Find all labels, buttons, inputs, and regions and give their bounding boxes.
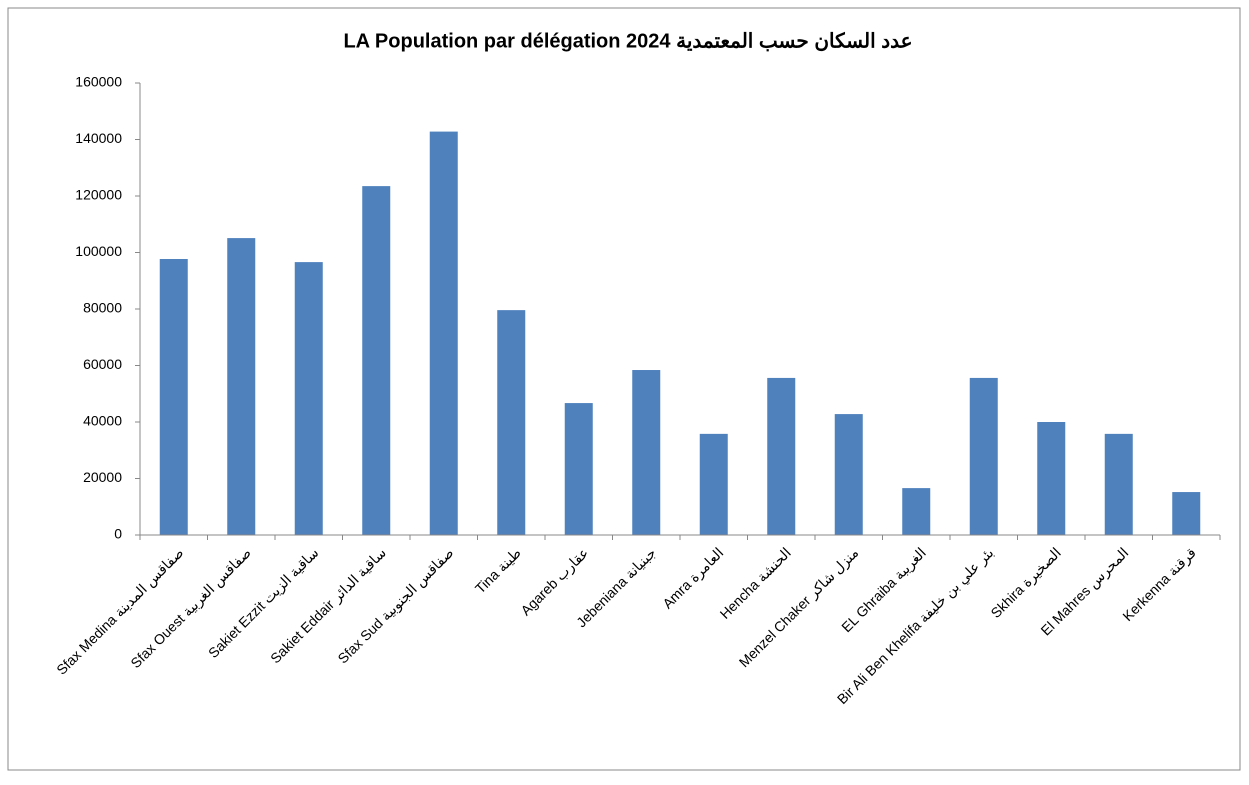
bar <box>362 186 391 536</box>
y-tick-label: 0 <box>114 526 122 542</box>
bar <box>632 370 661 535</box>
bar <box>1037 422 1066 535</box>
bar <box>294 262 323 535</box>
y-tick-label: 100000 <box>75 243 122 259</box>
bar <box>227 238 256 535</box>
y-tick-label: 60000 <box>83 356 122 372</box>
y-tick-label: 40000 <box>83 413 122 429</box>
y-tick-label: 20000 <box>83 469 122 485</box>
bar <box>699 433 728 535</box>
bar <box>429 131 458 535</box>
y-tick-label: 140000 <box>75 130 122 146</box>
bar <box>564 403 593 535</box>
bar <box>902 488 931 535</box>
bar <box>1104 433 1133 535</box>
chart-title: LA Population par délégation 2024 عدد ال… <box>343 30 912 52</box>
bar <box>969 377 998 535</box>
bar <box>159 258 188 535</box>
y-tick-label: 160000 <box>75 74 122 90</box>
bar <box>834 414 863 535</box>
y-tick-label: 80000 <box>83 300 122 316</box>
chart-border <box>7 7 1241 771</box>
bar <box>497 310 526 535</box>
y-tick-label: 120000 <box>75 187 122 203</box>
bar <box>1172 492 1201 535</box>
bar <box>767 377 796 535</box>
